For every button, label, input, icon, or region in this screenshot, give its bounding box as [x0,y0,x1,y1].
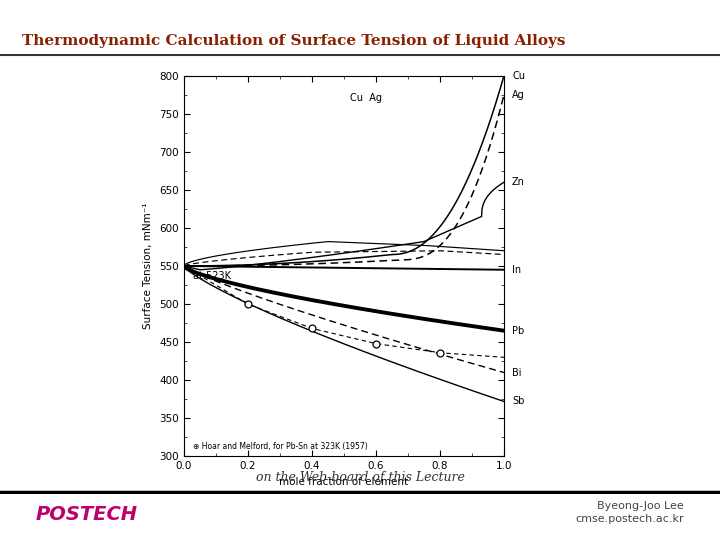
Text: Sb: Sb [512,396,524,407]
Text: Cu: Cu [512,71,525,80]
Text: Byeong-Joo Lee: Byeong-Joo Lee [598,501,684,511]
Text: on the Web-board of this Lecture: on the Web-board of this Lecture [256,471,464,484]
Text: ⊕ Hoar and Melford, for Pb-Sn at 323K (1957): ⊕ Hoar and Melford, for Pb-Sn at 323K (1… [193,442,368,451]
Text: Pb: Pb [512,326,524,336]
Text: at 523K: at 523K [193,271,231,281]
Text: cmse.postech.ac.kr: cmse.postech.ac.kr [575,515,684,524]
Text: Ag: Ag [512,90,525,100]
Text: Thermodynamic Calculation of Surface Tension of Liquid Alloys: Thermodynamic Calculation of Surface Ten… [22,33,565,48]
Text: Bi: Bi [512,368,521,377]
Text: POSTECH: POSTECH [36,504,138,524]
Y-axis label: Surface Tension, mNm⁻¹: Surface Tension, mNm⁻¹ [143,202,153,329]
X-axis label: mole fraction of element: mole fraction of element [279,477,408,487]
Text: In: In [512,265,521,275]
Text: Cu  Ag: Cu Ag [350,93,382,104]
Text: Zn: Zn [512,177,525,187]
